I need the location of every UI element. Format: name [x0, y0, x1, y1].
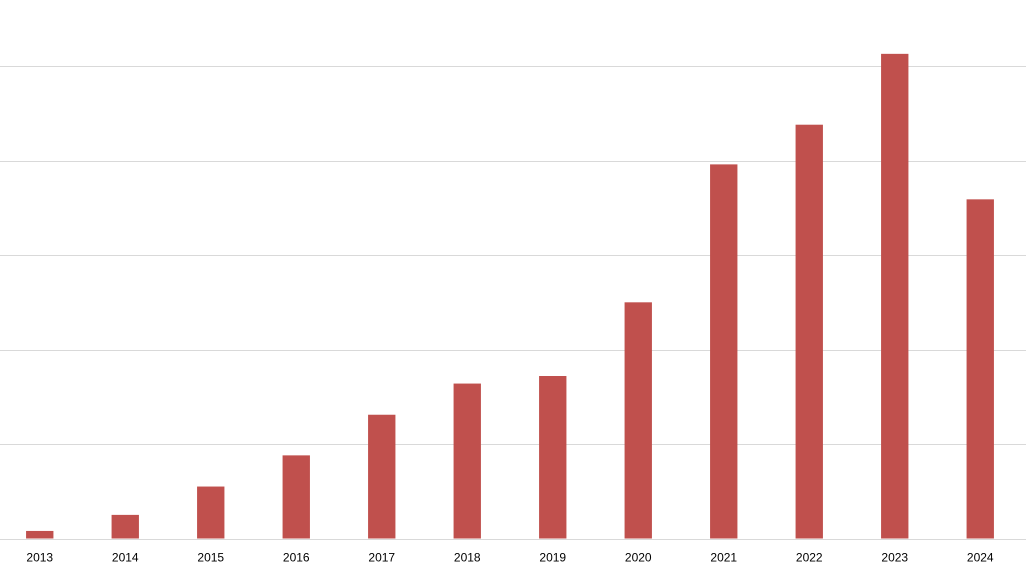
x-tick-label: 2016: [283, 551, 310, 565]
x-tick-label: 2020: [625, 551, 652, 565]
x-tick-label: 2022: [796, 551, 823, 565]
x-tick-label: 2019: [539, 551, 566, 565]
bar: [710, 164, 738, 539]
x-tick-label: 2013: [26, 551, 53, 565]
x-tick-label: 2014: [112, 551, 139, 565]
bar: [795, 124, 823, 539]
x-tick-label: 2024: [967, 551, 994, 565]
bar: [111, 514, 139, 539]
bar: [539, 376, 567, 539]
bar: [26, 530, 54, 539]
x-tick-label: 2015: [197, 551, 224, 565]
x-tick-label: 2018: [454, 551, 481, 565]
x-tick-label: 2021: [710, 551, 737, 565]
bar: [368, 414, 396, 539]
bar: [624, 302, 652, 539]
bar: [453, 383, 481, 539]
x-tick-label: 2023: [881, 551, 908, 565]
bar: [881, 53, 909, 539]
bar: [197, 486, 225, 539]
bar: [966, 199, 994, 539]
bar: [282, 455, 310, 539]
x-tick-label: 2017: [368, 551, 395, 565]
